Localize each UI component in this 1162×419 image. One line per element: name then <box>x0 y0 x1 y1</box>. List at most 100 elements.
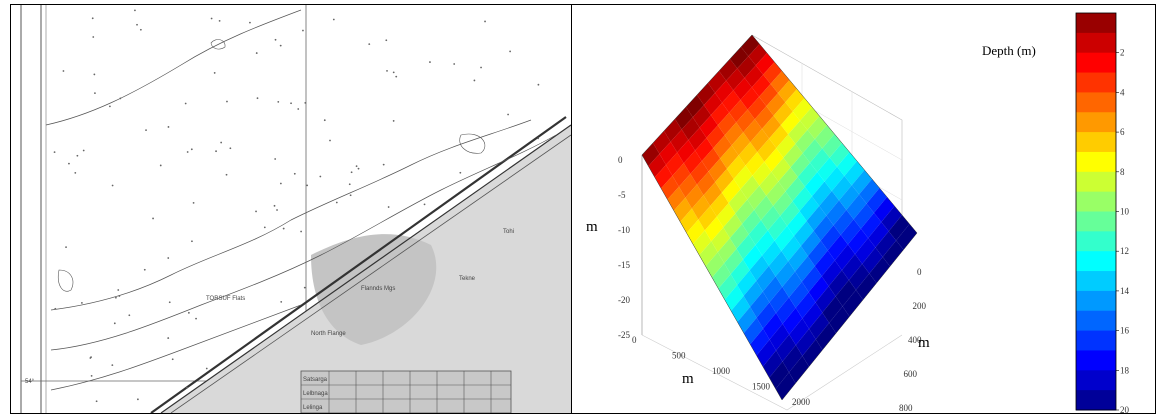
surface-patch <box>685 184 704 209</box>
sounding-mark <box>117 289 120 291</box>
sounding-mark <box>249 21 251 24</box>
sounding-mark <box>205 367 208 370</box>
surface-patch <box>697 83 716 106</box>
colorbar-band <box>1076 92 1116 113</box>
surface-patch <box>775 372 796 400</box>
sounding-mark <box>274 158 277 160</box>
surface-patch <box>686 219 705 245</box>
surface-patch <box>807 116 827 140</box>
surface-patch <box>718 274 738 300</box>
sounding-mark <box>91 17 94 20</box>
sounding-mark <box>300 230 303 233</box>
surface-patch <box>708 158 727 182</box>
surface-patch <box>780 111 801 135</box>
floor-edge <box>641 334 903 411</box>
inset-label: Lelbnaga <box>303 391 328 397</box>
surface-patch <box>842 289 863 317</box>
surface-patch <box>789 318 810 346</box>
figure-frame <box>10 4 1156 414</box>
surface-patch <box>745 151 765 176</box>
surface-patch <box>774 225 795 251</box>
sounding-mark <box>74 171 77 174</box>
sounding-mark <box>139 28 142 31</box>
surface-patch <box>667 186 686 211</box>
surface-patch <box>749 255 769 281</box>
sounding-mark <box>213 72 216 74</box>
surface-patch <box>855 273 877 300</box>
surface-patch <box>719 59 738 81</box>
colorbar-frame <box>1075 12 1117 411</box>
surface-patch <box>768 250 789 277</box>
surface-patch <box>813 215 834 241</box>
sounding-mark <box>152 217 154 220</box>
sounding-mark <box>113 322 116 325</box>
sounding-mark <box>108 105 111 108</box>
surface-patch <box>881 206 902 232</box>
colorbar-band <box>1076 330 1116 351</box>
surface-patch <box>712 263 731 289</box>
surface-patch <box>715 80 734 103</box>
y-axis-label: m <box>918 335 930 351</box>
surface-patch <box>815 286 836 313</box>
sounding-mark <box>119 97 122 100</box>
sounding-mark <box>195 317 197 320</box>
surface-patch <box>717 238 737 264</box>
sounding-mark <box>255 52 258 54</box>
sounding-mark <box>191 240 193 243</box>
surface-patch <box>728 189 748 214</box>
sounding-mark <box>279 44 282 47</box>
surface-patch <box>773 102 793 125</box>
surface-patch <box>653 131 671 154</box>
map-label: Flannds Mgs <box>361 286 395 292</box>
surface-patch <box>862 247 883 274</box>
sounding-mark <box>387 206 390 208</box>
surface-patch <box>738 142 758 166</box>
surface-patch <box>762 240 782 266</box>
sounding-mark <box>171 358 174 361</box>
surface-patch <box>815 322 836 350</box>
surface-patch <box>748 44 767 66</box>
sounding-mark <box>90 374 93 377</box>
surface-patch <box>809 312 830 340</box>
surface-patch <box>778 167 798 192</box>
surface-patch <box>888 215 910 241</box>
sounding-mark <box>392 71 395 74</box>
surface-patch <box>710 192 729 217</box>
surface-patch <box>692 105 711 128</box>
axis-ticks: 0-5-10-15-20-25 0500100015002000020040060… <box>618 155 927 413</box>
surface-patch <box>783 143 803 168</box>
surface-patch <box>762 276 783 303</box>
surface-patch <box>736 234 756 260</box>
surface-patch <box>759 83 778 107</box>
depth-contour <box>210 39 226 50</box>
colorbar-band <box>1076 271 1116 292</box>
surface-patch <box>733 77 752 100</box>
map-label: Tohi <box>503 229 514 235</box>
panel-divider <box>571 4 572 414</box>
colorbar-band <box>1076 13 1116 34</box>
sounding-mark <box>297 108 300 110</box>
surface-patch <box>737 306 757 334</box>
surface-patch <box>731 295 751 323</box>
x-tick-label: 1500 <box>752 382 771 392</box>
sounding-mark <box>350 171 353 174</box>
sounding-mark <box>134 9 136 12</box>
sounding-mark <box>319 175 322 178</box>
surface-patch <box>730 259 750 285</box>
surface-patch <box>764 148 784 172</box>
surface-patch <box>776 334 796 362</box>
surface-patch <box>665 152 684 176</box>
bathymetry-surface <box>641 34 918 401</box>
surface-patch <box>896 224 917 250</box>
sounding-mark <box>329 139 331 142</box>
surface-patch <box>691 195 711 220</box>
x-tick-label: 0 <box>632 335 637 345</box>
y-tick-label: 600 <box>904 369 918 379</box>
surface-patch <box>814 250 835 277</box>
surface-patch <box>782 345 803 373</box>
surface-patch <box>819 190 840 216</box>
surface-patch <box>882 240 904 267</box>
surface-patch <box>788 281 809 308</box>
depth-contour <box>58 269 74 292</box>
colorbar-band <box>1076 390 1116 411</box>
